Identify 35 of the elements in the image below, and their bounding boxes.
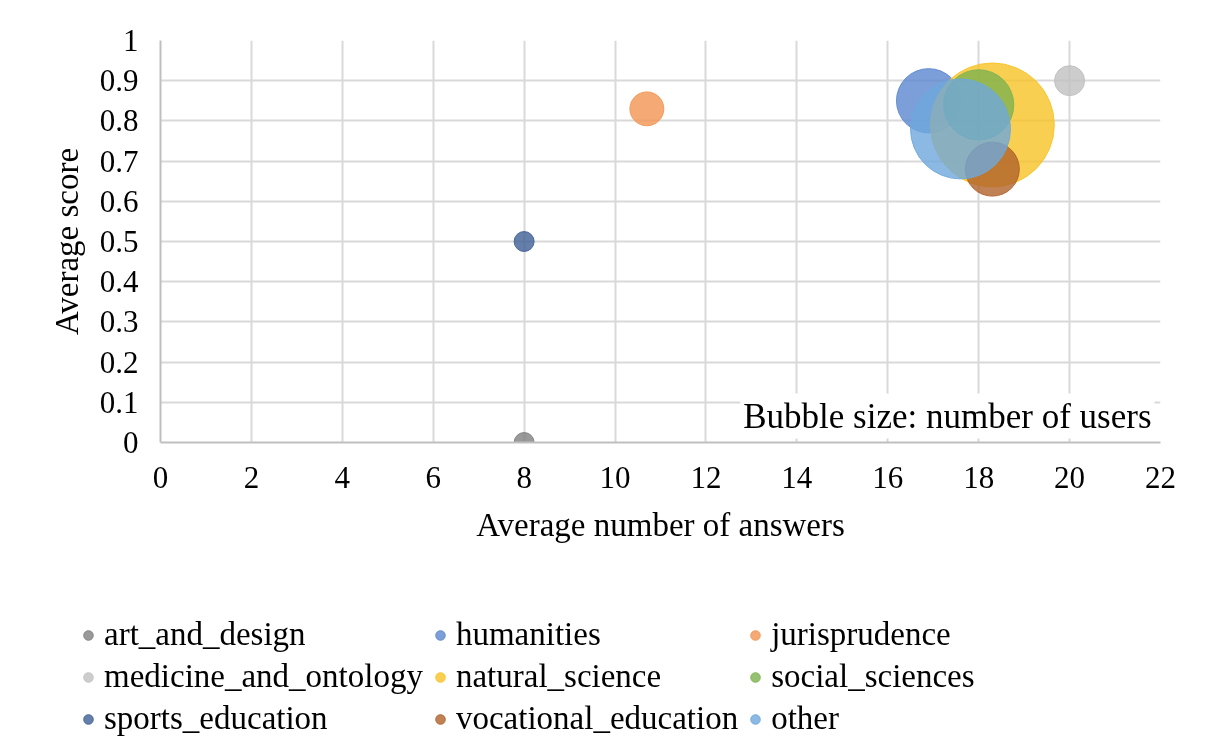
- x-tick-label: 18: [963, 459, 995, 495]
- legend-label: jurisprudence: [771, 616, 951, 653]
- x-axis-title: Average number of answers: [476, 506, 845, 543]
- x-tick-label: 8: [516, 459, 532, 495]
- y-axis-title: Average score: [48, 147, 85, 336]
- legend-label: vocational_education: [455, 700, 739, 737]
- x-tick-label: 14: [781, 459, 813, 495]
- annotation: Bubble size: number of users: [743, 396, 1152, 436]
- legend-label: other: [771, 700, 839, 737]
- x-tick-label: 10: [599, 459, 631, 495]
- x-tick-label: 22: [1145, 459, 1176, 495]
- y-tick-label: 0.1: [99, 384, 139, 420]
- legend-label: natural_science: [455, 658, 662, 695]
- y-tick-label: 0.4: [99, 264, 139, 300]
- x-tick-label: 20: [1054, 459, 1086, 495]
- x-tick-label: 12: [690, 459, 722, 495]
- y-tick-label: 0.6: [99, 183, 139, 219]
- legend-label: medicine_and_ontology: [104, 658, 423, 695]
- x-tick-label: 6: [425, 459, 441, 495]
- legend-label: art_and_design: [104, 616, 306, 653]
- y-tick-label: 0: [123, 425, 139, 460]
- y-tick-label: 1: [123, 23, 139, 58]
- legend-label: humanities: [455, 616, 601, 653]
- y-tick-label: 0.7: [99, 143, 139, 179]
- x-tick-label: 0: [152, 459, 169, 495]
- x-tick-label: 2: [243, 459, 260, 495]
- x-tick-label: 16: [872, 459, 904, 495]
- legend-label: sports_education: [104, 700, 328, 737]
- y-tick-label: 0.9: [99, 63, 139, 99]
- y-tick-label: 0.5: [99, 224, 139, 259]
- y-tick-label: 0.8: [99, 103, 139, 139]
- y-tick-label: 0.2: [99, 344, 139, 380]
- legend-label: social_sciences: [771, 658, 975, 695]
- x-tick-label: 4: [334, 459, 351, 495]
- y-tick-label: 0.3: [99, 304, 139, 340]
